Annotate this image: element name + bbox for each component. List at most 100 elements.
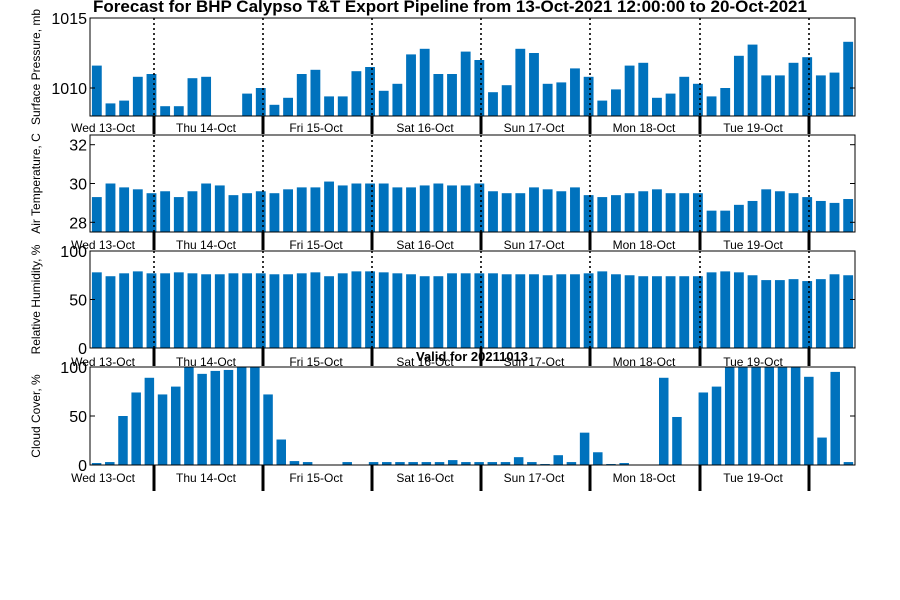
bar [392, 83, 403, 116]
bar [501, 274, 512, 348]
bar [255, 191, 266, 232]
bar [597, 197, 608, 232]
bar [447, 74, 457, 116]
bar [619, 463, 629, 465]
bar [570, 68, 580, 116]
y-tick-label: 32 [69, 138, 87, 155]
day-label: Thu 14-Oct [176, 471, 237, 485]
bar [310, 187, 321, 232]
bar [570, 187, 580, 232]
bar [817, 437, 827, 465]
bar [433, 74, 444, 116]
day-label: Thu 14-Oct [176, 238, 237, 252]
figure-title: Forecast for BHP Calypso T&T Export Pipe… [93, 0, 807, 16]
bar [790, 367, 801, 465]
bar [105, 103, 116, 116]
day-label: Mon 18-Oct [613, 355, 676, 369]
bar [447, 460, 458, 465]
bar [351, 183, 362, 232]
y-tick-label: 50 [69, 409, 87, 426]
bar [184, 367, 194, 465]
bar [611, 274, 621, 348]
bar [119, 100, 130, 116]
bar [283, 274, 293, 348]
bar [500, 462, 511, 465]
bar [829, 72, 840, 116]
bar [187, 191, 198, 232]
bar [421, 462, 432, 465]
bar [815, 279, 826, 348]
bar [597, 271, 608, 348]
bar [447, 185, 457, 232]
day-label: Fri 15-Oct [289, 238, 343, 252]
y-tick-label: 1015 [51, 11, 87, 28]
bar [283, 189, 293, 232]
bar [146, 273, 157, 348]
day-label: Tue 19-Oct [723, 471, 783, 485]
bar [583, 76, 594, 116]
bar [672, 416, 682, 465]
bar [214, 274, 225, 348]
bar [802, 281, 813, 348]
bar [368, 462, 379, 465]
bar [764, 367, 775, 465]
bar [269, 104, 280, 116]
bar [406, 274, 416, 348]
bar [91, 65, 102, 116]
bar [337, 273, 348, 348]
day-label: Tue 19-Oct [723, 355, 783, 369]
day-label: Sun 17-Oct [504, 355, 565, 369]
bar [692, 193, 703, 232]
bar [378, 183, 389, 232]
bar [611, 89, 621, 116]
bar [788, 279, 799, 348]
bar [665, 193, 676, 232]
bar [296, 273, 307, 348]
bar [665, 276, 676, 348]
bar [487, 462, 498, 465]
day-label: Sat 16-Oct [396, 121, 454, 135]
day-label: Fri 15-Oct [289, 471, 343, 485]
bar [201, 274, 212, 348]
bar [542, 83, 553, 116]
bar [488, 191, 498, 232]
bar [529, 274, 539, 348]
bar [706, 272, 717, 348]
bar [460, 185, 471, 232]
y-tick-label: 0 [78, 341, 87, 358]
bar [829, 274, 840, 348]
bar [365, 67, 375, 116]
bar [419, 48, 430, 116]
day-label: Sun 17-Oct [504, 471, 565, 485]
panel-1: 1010 1015 Surface Pressure, mb Wed 13-Oct Th… [29, 9, 856, 135]
bar [624, 193, 635, 232]
y-tick-label: 1010 [51, 81, 87, 98]
chart-panels: 1010 1015 Surface Pressure, mb Wed 13-Oct Th… [29, 9, 856, 491]
bar [392, 187, 403, 232]
bar [624, 275, 635, 348]
day-label: Sat 16-Oct [396, 471, 454, 485]
bar [434, 462, 445, 465]
y-axis-label: Surface Pressure, mb [29, 9, 43, 125]
bar [774, 75, 785, 116]
y-tick-label: 100 [60, 360, 87, 377]
bar [228, 195, 239, 232]
bar [324, 276, 334, 348]
bar [242, 193, 253, 232]
day-label: Wed 13-Oct [71, 471, 135, 485]
bar [556, 82, 567, 116]
y-tick-label: 0 [78, 458, 87, 475]
bar [474, 462, 484, 465]
bar [761, 280, 772, 348]
bar [289, 461, 300, 465]
day-label: Mon 18-Oct [613, 121, 676, 135]
bar [378, 90, 389, 116]
bar [173, 106, 184, 116]
bar [337, 96, 348, 116]
bar [777, 367, 788, 465]
bar [652, 97, 662, 116]
bar [488, 92, 498, 116]
bar [738, 367, 748, 465]
y-axis-label: Relative Humidity, % [29, 244, 43, 354]
day-label: Fri 15-Oct [289, 355, 343, 369]
